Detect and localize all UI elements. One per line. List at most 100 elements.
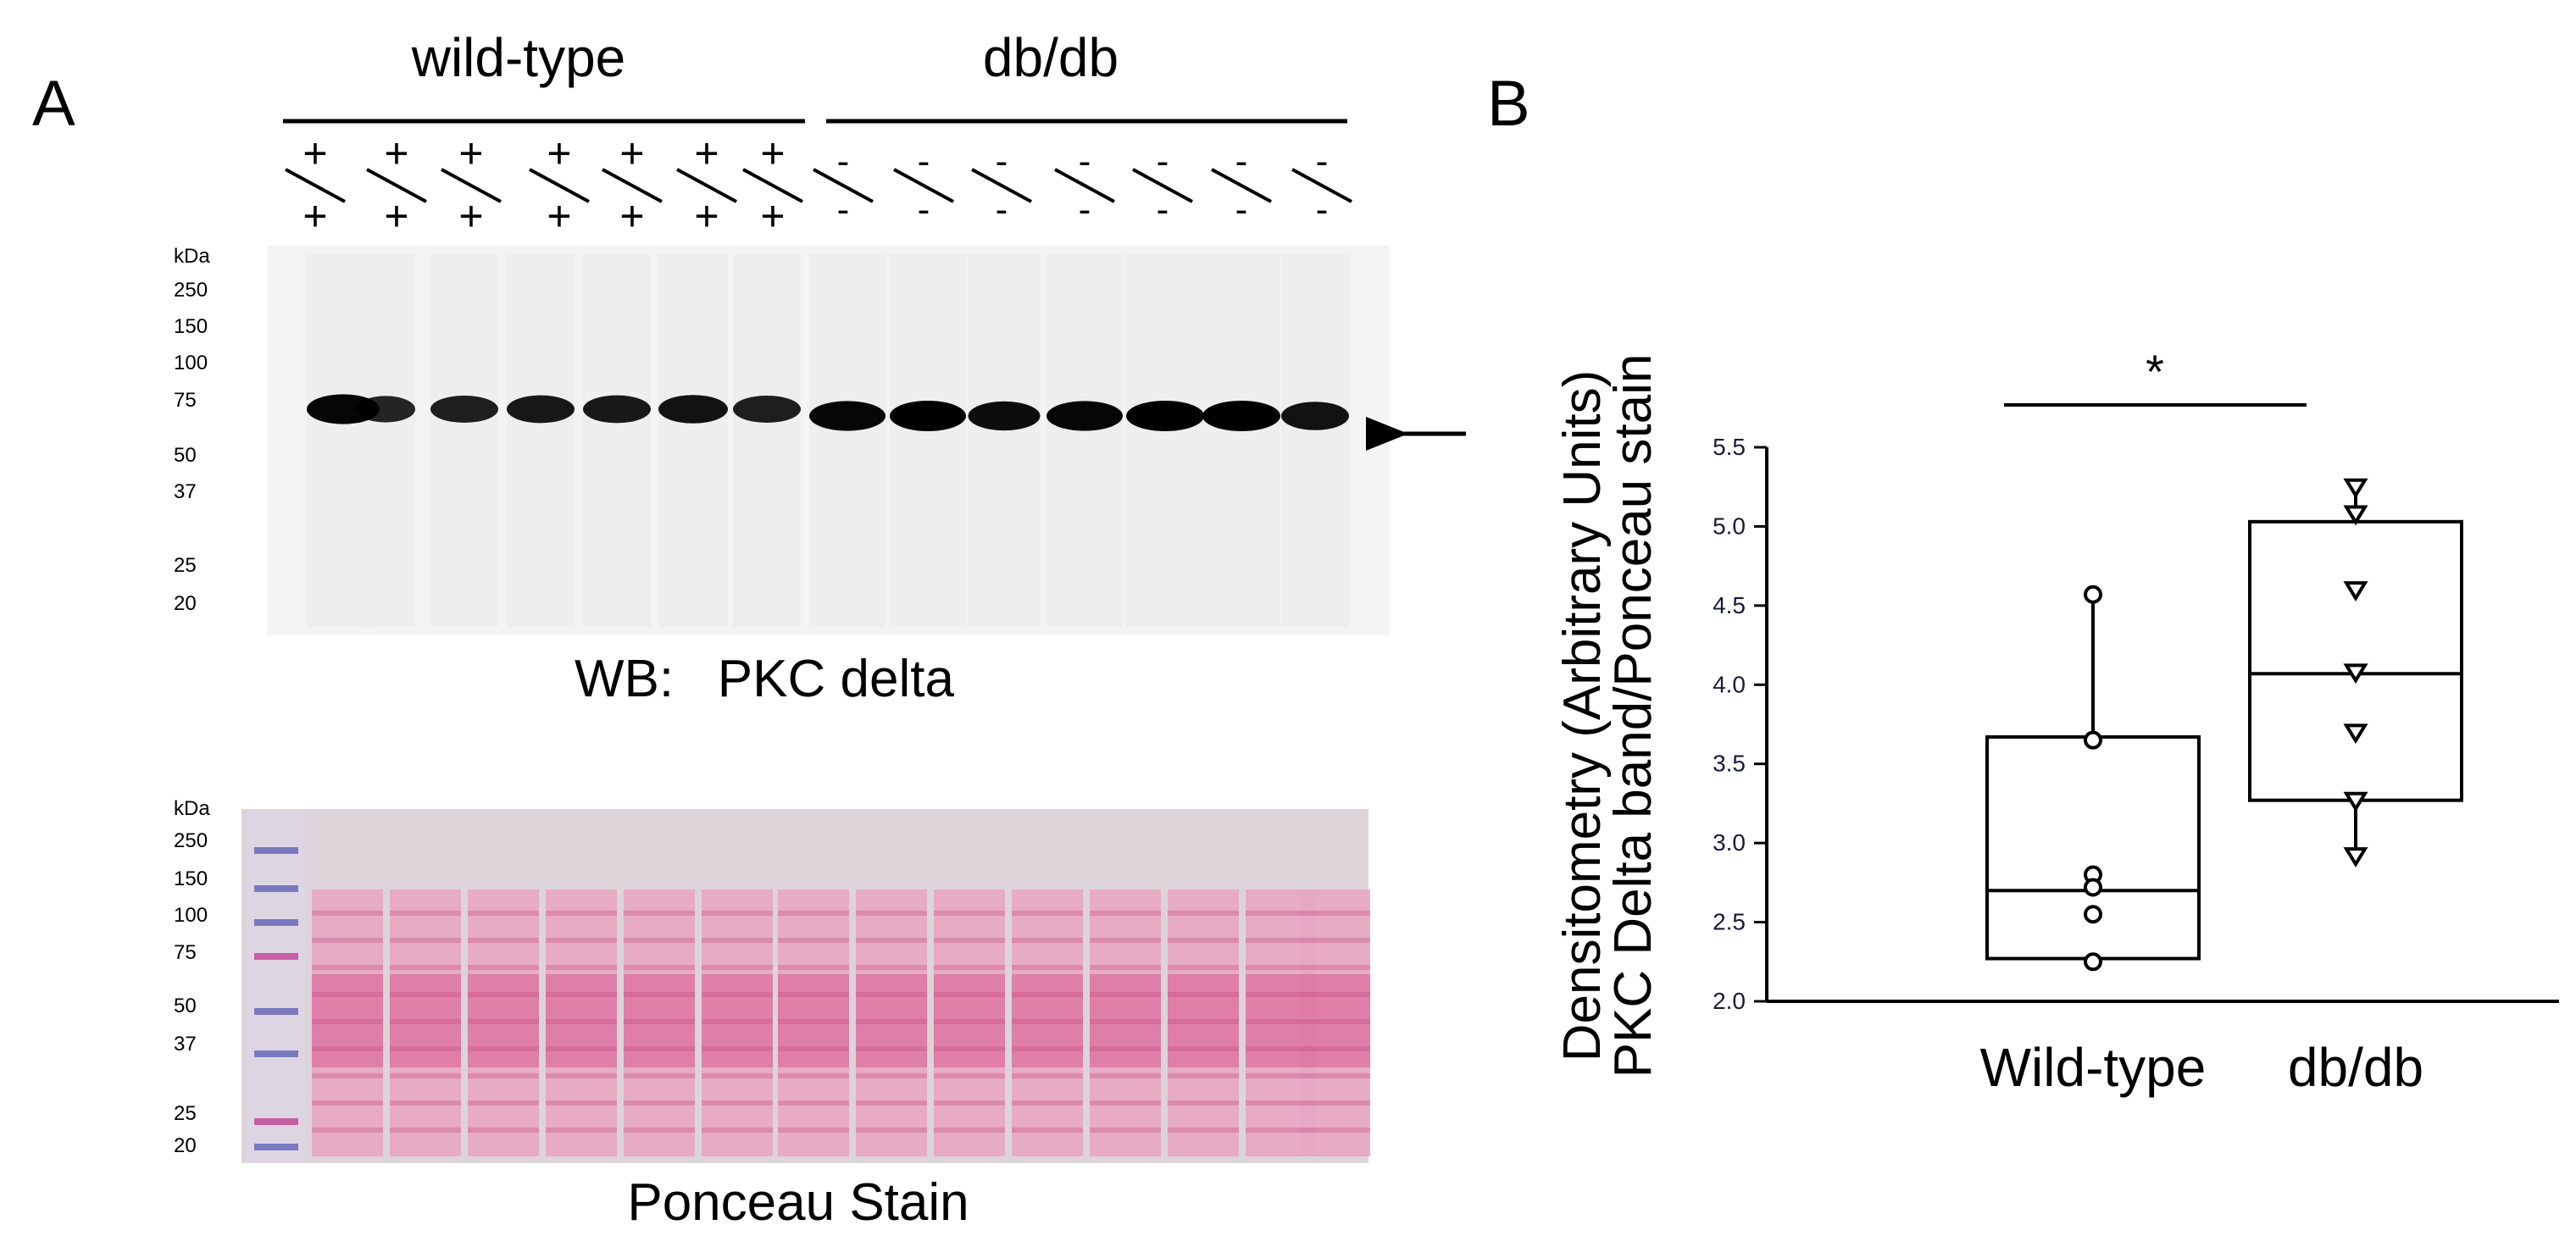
ponceau-marker-label: 250 [174, 829, 208, 852]
box-iqr [1985, 734, 2201, 961]
lane-genotype-bottom: + [694, 192, 719, 240]
lane-genotype-top: - [1235, 141, 1248, 182]
y-ticks: 2.0 2.5 3.0 3.5 4.0 4.5 5.0 5.5 [1713, 434, 1767, 1014]
data-point [2343, 505, 2368, 526]
ponceau-marker-label: 150 [174, 867, 208, 890]
blot-marker-label: 75 [174, 389, 197, 412]
blot-band [658, 395, 728, 424]
lane-genotype: ++ [366, 130, 427, 240]
lane-genotype-labels: ++++++++++++++-------------- [285, 130, 1352, 240]
lane-genotype: -- [971, 141, 1032, 230]
lane-genotype-bottom: - [837, 189, 850, 230]
blot-lane [658, 254, 728, 627]
box-plots [1985, 478, 2463, 972]
data-point [2084, 585, 2102, 604]
lane-genotype-bottom: - [1157, 189, 1169, 230]
ponceau-ladder-lane [246, 809, 305, 1163]
ponceau-lane [624, 889, 695, 1156]
ladder-band [254, 847, 298, 854]
data-point [2084, 878, 2102, 897]
ladder-bands [254, 847, 298, 1150]
lane-genotype-slash [1054, 168, 1115, 203]
blot-marker-label: 250 [174, 279, 208, 302]
blot-band [1046, 401, 1123, 431]
ponceau-lane [1299, 889, 1370, 1156]
group-label-wild-type: wild-type [411, 27, 626, 88]
ladder-band [254, 1144, 298, 1150]
blot-marker-label: 25 [174, 554, 197, 577]
lane-genotype: ++ [441, 130, 502, 240]
lane-genotype-bottom: + [547, 192, 571, 240]
ponceau-marker-label: 75 [174, 941, 197, 964]
y-tick-label: 5.5 [1713, 434, 1746, 460]
lane-genotype-slash [1211, 168, 1272, 203]
data-point [2343, 723, 2368, 745]
ponceau-lane [1090, 889, 1161, 1156]
data-point [2343, 478, 2368, 499]
ponceau-lane [1168, 889, 1239, 1156]
blot-band [733, 396, 801, 423]
ponceau-lane [1012, 889, 1083, 1156]
lane-genotype: -- [1132, 141, 1193, 230]
significance-star: * [2146, 345, 2164, 398]
lane-genotype-slash [893, 168, 954, 203]
ponceau-stain: kDa 250 150 100 75 50 37 25 20 Ponceau Stain [174, 797, 1370, 1232]
lane-genotype-top: + [458, 130, 483, 177]
panel-b-label: B [1487, 68, 1530, 140]
blot-band [1126, 401, 1204, 431]
lane-genotype-bottom: - [1235, 189, 1248, 230]
lane-genotype-top: + [547, 130, 571, 177]
lane-genotype-slash [1291, 168, 1352, 203]
data-point [2343, 791, 2368, 812]
blot-marker-label: 20 [174, 592, 197, 615]
blot-kda-label: kDa [174, 245, 210, 268]
blot-band [356, 396, 415, 423]
y-tick-label: 3.5 [1713, 751, 1746, 777]
ladder-band [254, 1008, 298, 1015]
ponceau-lane [468, 889, 539, 1156]
lane-genotype-slash [971, 168, 1032, 203]
lane-genotype-slash [285, 168, 346, 203]
blot-band [809, 401, 886, 431]
lane-genotype-bottom: + [760, 192, 785, 240]
lane-genotype: -- [1054, 141, 1115, 230]
blot-lane [890, 254, 966, 627]
lane-genotype: ++ [676, 130, 737, 240]
blot-band [1202, 401, 1280, 431]
ponceau-lane [702, 889, 773, 1156]
ladder-band [254, 1118, 298, 1125]
ponceau-marker-label: 50 [174, 995, 197, 1017]
ponceau-marker-label: 100 [174, 904, 208, 927]
blot-band [1281, 402, 1349, 430]
lane-genotype: -- [1291, 141, 1352, 230]
y-tick-label: 4.5 [1713, 592, 1746, 618]
lane-genotype-top: - [1079, 141, 1091, 182]
data-point [2343, 581, 2368, 602]
lane-genotype-slash [366, 168, 427, 203]
lane-genotype: -- [893, 141, 954, 230]
x-tick-labels: Wild-type db/db [1980, 1037, 2423, 1098]
blot-lane [1126, 254, 1204, 627]
blot-lane [356, 254, 415, 627]
blot-marker-label: 50 [174, 444, 197, 467]
lane-genotype-top: - [918, 141, 930, 182]
lane-genotype-slash [529, 168, 590, 203]
lane-genotype-top: - [837, 141, 850, 182]
panel-a: A wild-type db/db ++++++++++++++--------… [32, 27, 1466, 1232]
lane-genotype: ++ [529, 130, 590, 240]
blot-lane [1046, 254, 1123, 627]
lane-genotype-top: - [996, 141, 1008, 182]
blot-lane [1202, 254, 1280, 627]
ponceau-lane [778, 889, 849, 1156]
ponceau-marker-label: 25 [174, 1102, 197, 1125]
blot-band [968, 401, 1041, 431]
western-blot: kDa 250 150 100 75 50 37 25 20 WB: PKC delta [174, 245, 1466, 708]
blot-marker-label: 37 [174, 480, 197, 503]
lane-genotype-top: - [1157, 141, 1169, 182]
ponceau-lane [546, 889, 617, 1156]
ladder-band [254, 919, 298, 926]
blot-lane [583, 254, 651, 627]
ponceau-lane [934, 889, 1005, 1156]
group-label-db-db: db/db [983, 27, 1119, 88]
lane-genotype: ++ [602, 130, 663, 240]
